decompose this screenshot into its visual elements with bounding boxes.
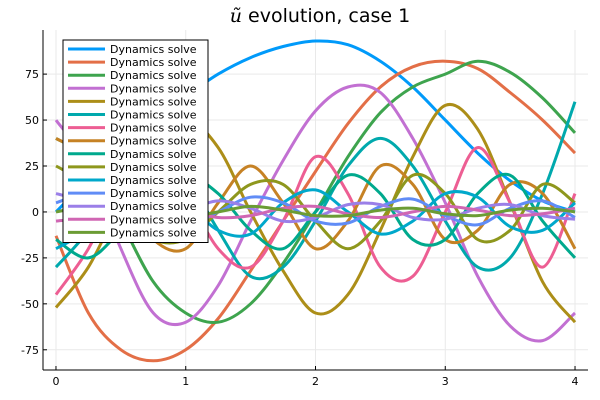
series-layer <box>54 39 577 363</box>
y-tick-label: -25 <box>21 252 39 265</box>
y-tick-label: -50 <box>21 298 39 311</box>
legend-label: Dynamics solve <box>110 135 197 148</box>
y-tick-label: 0 <box>32 206 39 219</box>
legend-label: Dynamics solve <box>110 148 197 161</box>
legend-label: Dynamics solve <box>110 82 197 95</box>
y-tick-label: 50 <box>25 114 39 127</box>
legend-label: Dynamics solve <box>110 69 197 82</box>
legend-label: Dynamics solve <box>110 187 197 200</box>
title-prefix: ũ <box>230 5 242 27</box>
legend-label: Dynamics solve <box>110 161 197 174</box>
legend-label: Dynamics solve <box>110 43 197 56</box>
y-tick-label: 25 <box>25 160 39 173</box>
title-suffix: evolution, case 1 <box>242 5 410 27</box>
legend-label: Dynamics solve <box>110 174 197 187</box>
legend-label: Dynamics solve <box>110 95 197 108</box>
y-tick-label: -75 <box>21 344 39 357</box>
x-tick-label: 3 <box>442 375 449 388</box>
series-line-2 <box>54 59 577 363</box>
x-tick-label: 0 <box>52 375 59 388</box>
series-line-4 <box>54 83 577 343</box>
x-axis: 0 1 2 3 4 <box>52 366 579 388</box>
legend-label: Dynamics solve <box>110 122 197 135</box>
legend-label: Dynamics solve <box>110 56 197 69</box>
legend-label: Dynamics solve <box>110 213 197 226</box>
y-axis: -75 -50 -25 0 25 50 75 <box>21 68 47 357</box>
x-tick-label: 4 <box>572 375 579 388</box>
legend-label: Dynamics solve <box>110 200 197 213</box>
chart-title: ũ evolution, case 1 <box>230 5 410 27</box>
legend-label: Dynamics solve <box>110 226 197 239</box>
x-tick-label: 2 <box>312 375 319 388</box>
legend-label: Dynamics solve <box>110 109 197 122</box>
y-tick-label: 75 <box>25 68 39 81</box>
x-tick-label: 1 <box>182 375 189 388</box>
